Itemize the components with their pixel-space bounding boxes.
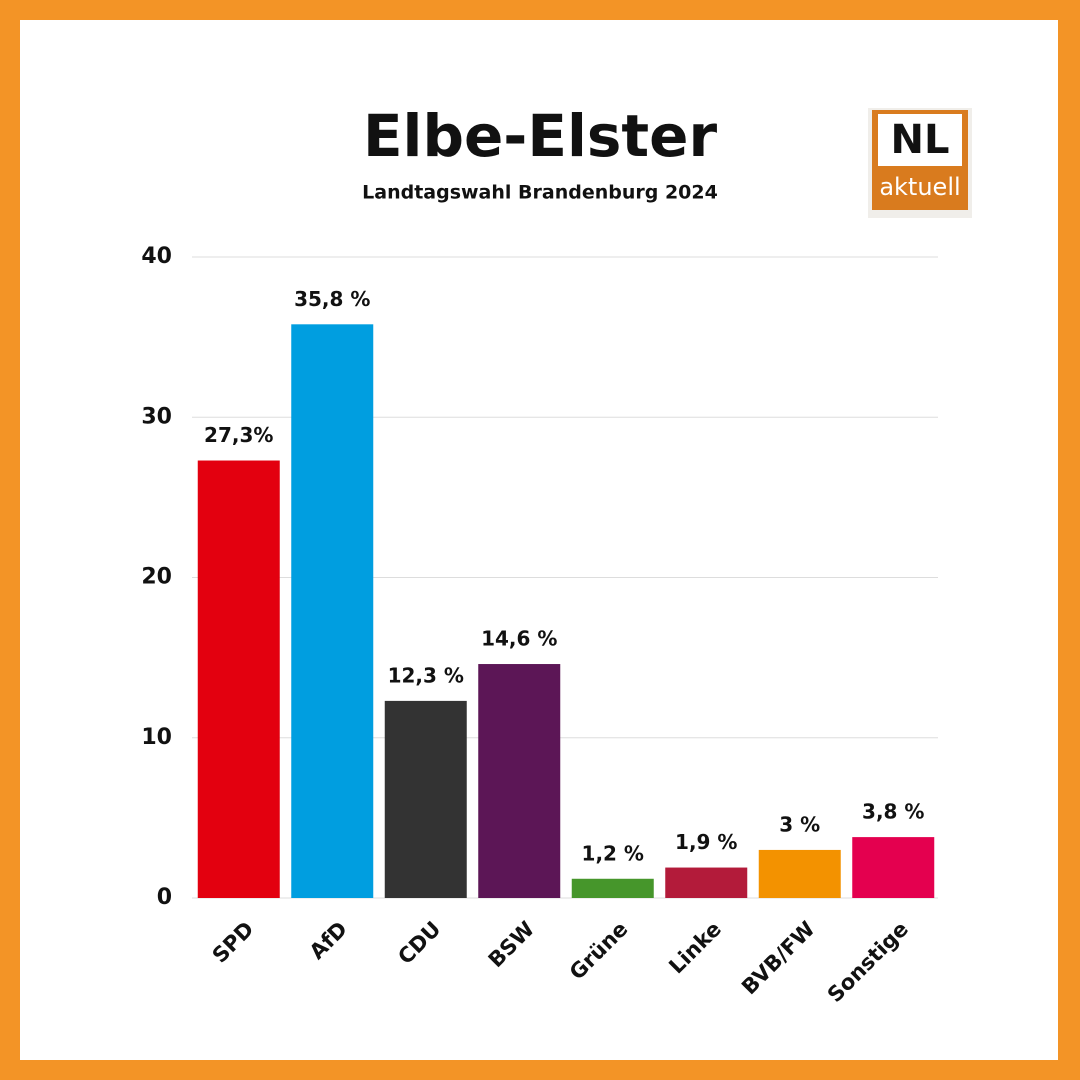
bar [571, 878, 654, 898]
logo-box [878, 114, 962, 166]
chart-subtitle: Landtagswahl Brandenburg 2024 [362, 182, 718, 204]
logo-bottom: aktuell [879, 173, 960, 201]
logo-top: NL [891, 117, 950, 163]
y-tick-label: 10 [141, 725, 172, 750]
value-label: 3,8 % [862, 800, 924, 824]
bar [384, 700, 467, 898]
bar [291, 324, 374, 898]
y-tick-label: 30 [141, 404, 172, 429]
value-label: 1,9 % [675, 830, 737, 854]
bar [852, 837, 935, 898]
bar [758, 849, 841, 898]
value-label: 1,2 % [582, 841, 644, 865]
y-tick-label: 20 [141, 565, 172, 590]
value-label: 14,6 % [481, 627, 557, 651]
value-label: 27,3% [204, 423, 273, 447]
value-label: 3 % [779, 812, 820, 836]
logo: NL aktuell [868, 108, 972, 218]
bar [478, 664, 561, 898]
value-label: 35,8 % [294, 287, 370, 311]
bar [665, 867, 748, 898]
y-tick-label: 40 [141, 244, 172, 269]
value-label: 12,3 % [388, 663, 464, 687]
chart-title: Elbe-Elster [363, 102, 718, 170]
bar [197, 460, 280, 898]
y-tick-label: 0 [157, 885, 172, 910]
